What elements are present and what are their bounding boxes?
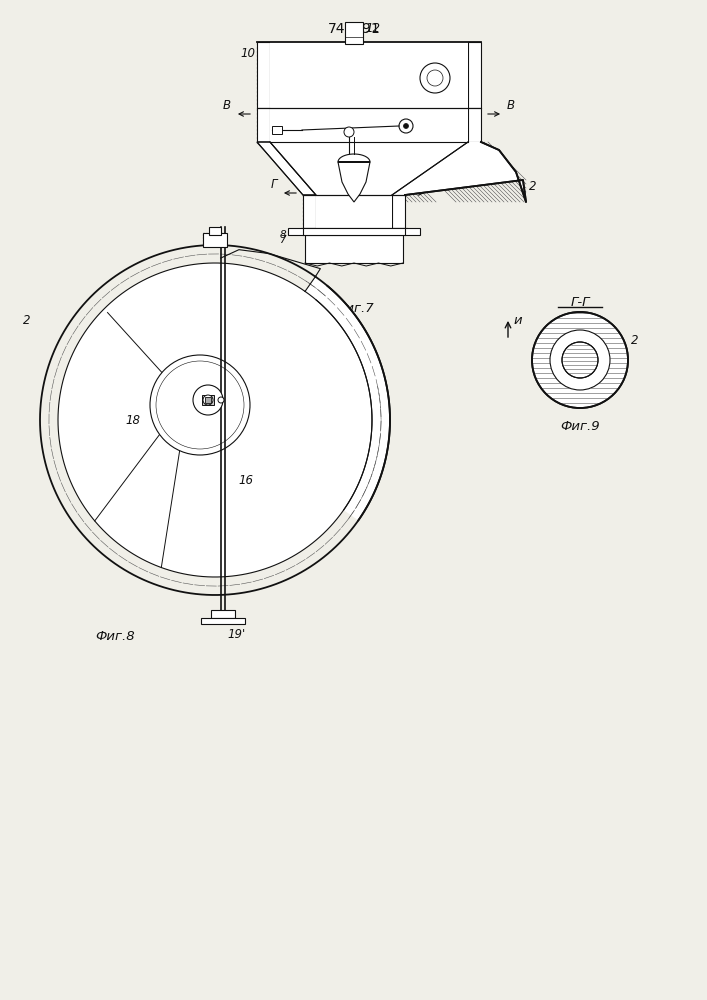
Circle shape (193, 385, 223, 415)
Text: 11: 11 (455, 53, 470, 66)
Bar (209, 227, 221, 235)
Bar (211, 610, 235, 618)
Text: 16: 16 (238, 474, 253, 487)
Bar (201, 618, 245, 624)
Text: 17: 17 (378, 101, 394, 114)
Bar (270, 108, 468, 142)
Bar (203, 233, 227, 247)
Text: В: В (507, 99, 515, 112)
Text: 18: 18 (354, 139, 369, 152)
Circle shape (404, 123, 409, 128)
Bar (468, 108, 481, 142)
Text: Фиг.9: Фиг.9 (560, 420, 600, 433)
Bar (303, 195, 316, 228)
Text: 18: 18 (125, 414, 140, 426)
Bar (272, 126, 282, 134)
Text: 19': 19' (227, 628, 245, 641)
Bar (270, 42, 468, 108)
Text: Г: Г (271, 178, 277, 191)
Bar (257, 42, 270, 108)
Bar (345, 22, 363, 44)
Bar (205, 397, 211, 403)
Text: 13: 13 (308, 119, 323, 132)
Bar (392, 195, 405, 228)
Bar (288, 228, 420, 235)
Polygon shape (270, 142, 468, 195)
Circle shape (399, 119, 413, 133)
Bar (202, 395, 214, 405)
Text: Г-Г: Г-Г (571, 296, 590, 308)
Polygon shape (305, 277, 390, 520)
Circle shape (562, 342, 598, 378)
Bar (468, 42, 481, 108)
Text: В-В: В-В (139, 322, 165, 334)
Text: 7: 7 (279, 235, 286, 245)
Circle shape (532, 312, 628, 408)
Text: 9: 9 (539, 346, 547, 359)
Text: 2: 2 (631, 334, 638, 347)
Text: 9: 9 (370, 176, 378, 188)
Text: Фиг.8: Фиг.8 (95, 630, 135, 643)
Text: 8: 8 (279, 230, 286, 240)
Circle shape (427, 70, 443, 86)
Text: 12: 12 (365, 21, 380, 34)
Text: Г: Г (431, 178, 438, 191)
Polygon shape (58, 263, 372, 577)
Polygon shape (392, 142, 526, 202)
Circle shape (218, 397, 224, 403)
Text: В: В (223, 99, 231, 112)
Text: Фиг.7: Фиг.7 (334, 302, 374, 315)
Bar (316, 195, 392, 228)
Bar (305, 235, 403, 263)
Text: 10: 10 (240, 47, 255, 60)
Text: 2: 2 (23, 314, 30, 326)
Polygon shape (257, 142, 316, 195)
Text: 16: 16 (416, 105, 431, 118)
Text: и: и (513, 314, 522, 327)
Circle shape (156, 361, 244, 449)
Circle shape (550, 330, 610, 390)
Circle shape (150, 355, 250, 455)
Circle shape (344, 127, 354, 137)
Circle shape (203, 395, 213, 405)
Text: 2: 2 (529, 180, 537, 194)
Text: 743591: 743591 (327, 22, 380, 36)
Circle shape (420, 63, 450, 93)
Bar (257, 108, 270, 142)
Polygon shape (338, 154, 370, 202)
Text: 17: 17 (220, 373, 235, 386)
